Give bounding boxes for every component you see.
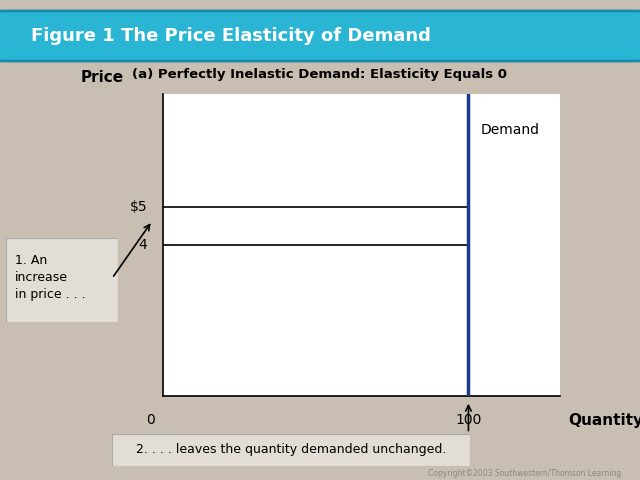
Text: 100: 100: [455, 413, 482, 427]
Text: Copyright©2003 Southwestern/Thomson Learning: Copyright©2003 Southwestern/Thomson Lear…: [428, 468, 621, 478]
Text: Figure 1 The Price Elasticity of Demand: Figure 1 The Price Elasticity of Demand: [31, 27, 431, 45]
FancyBboxPatch shape: [112, 434, 470, 466]
Text: (a) Perfectly Inelastic Demand: Elasticity Equals 0: (a) Perfectly Inelastic Demand: Elastici…: [132, 68, 508, 81]
Text: 4: 4: [139, 238, 147, 252]
FancyBboxPatch shape: [6, 238, 118, 322]
Text: $5: $5: [130, 200, 147, 214]
Text: Demand: Demand: [481, 123, 540, 137]
Text: Quantity: Quantity: [568, 413, 640, 428]
Text: 1. An
increase
in price . . .: 1. An increase in price . . .: [15, 254, 86, 301]
FancyBboxPatch shape: [0, 11, 640, 61]
Text: 0: 0: [147, 413, 156, 427]
Text: Price: Price: [81, 70, 124, 84]
Text: 2. . . . leaves the quantity demanded unchanged.: 2. . . . leaves the quantity demanded un…: [136, 444, 446, 456]
